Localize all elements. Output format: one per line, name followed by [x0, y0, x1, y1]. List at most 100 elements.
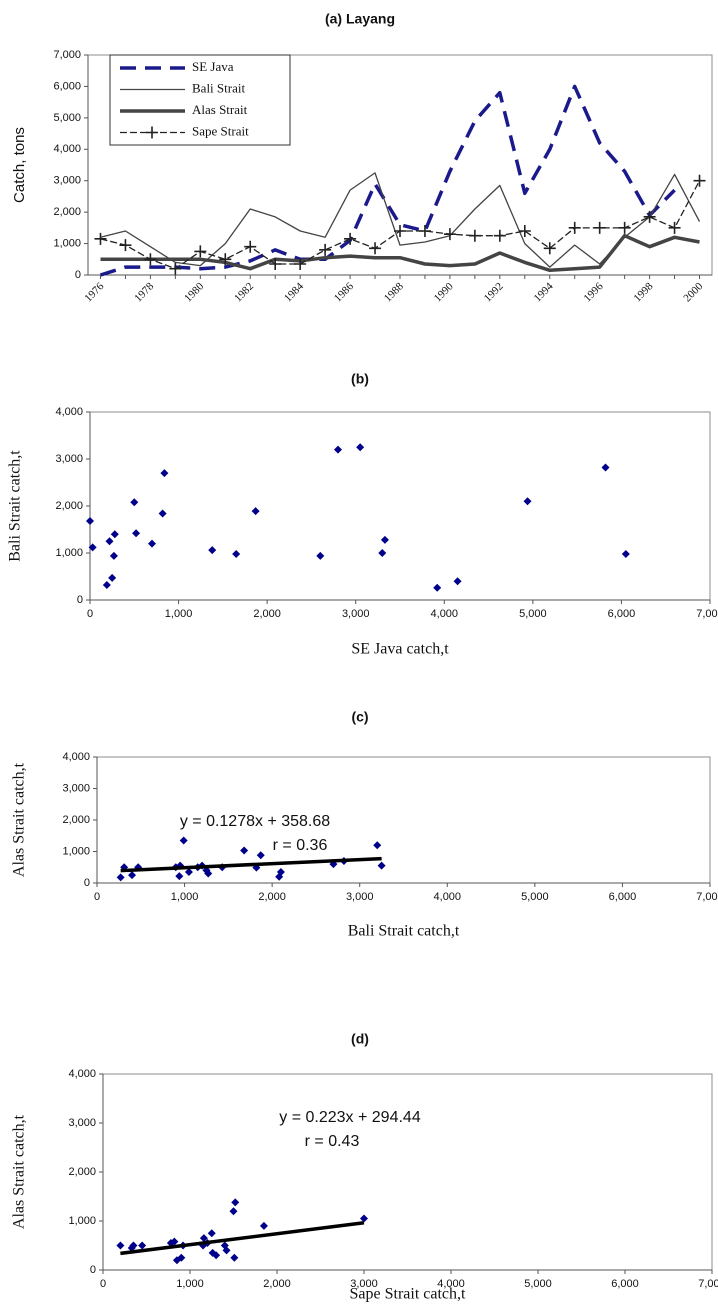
y-tick-label: 3,000	[53, 175, 81, 187]
y-tick-label: 3,000	[62, 782, 90, 794]
point-marker	[468, 229, 481, 242]
x-tick-label: 1982	[232, 280, 256, 304]
x-tick-label: 1990	[432, 280, 456, 304]
y-axis-title: Bali Strait catch,t	[7, 450, 24, 562]
legend-label: Alas Strait	[192, 102, 248, 117]
chart-title: (a) Layang	[325, 11, 395, 27]
y-tick-label: 4,000	[62, 751, 90, 763]
point-marker	[244, 240, 257, 253]
scatter-point	[377, 861, 386, 870]
y-tick-label: 4,000	[68, 1068, 96, 1080]
scatter-point	[179, 836, 188, 845]
scatter-point	[148, 539, 156, 548]
scatter-point	[170, 1237, 179, 1246]
point-marker	[593, 221, 606, 234]
y-tick-label: 0	[90, 1264, 96, 1276]
scatter-point	[433, 583, 442, 592]
x-tick-label: 1,000	[171, 891, 199, 903]
y-tick-label: 1,000	[55, 547, 83, 559]
scatter-point	[231, 1198, 240, 1207]
x-tick-label: 2000	[681, 280, 705, 304]
point-marker	[269, 258, 282, 270]
plot-border	[89, 411, 711, 601]
scatter-point	[256, 851, 265, 860]
y-tick-label: 3,000	[55, 453, 83, 465]
x-tick-label: 7,000	[696, 891, 718, 903]
scatter-point	[621, 549, 630, 558]
series-line	[100, 233, 700, 273]
chart-title: (d)	[351, 1031, 369, 1047]
x-tick-label: 5,000	[521, 891, 549, 903]
scatter-point	[212, 1251, 221, 1260]
y-tick-label: 2,000	[62, 814, 90, 826]
point-marker	[618, 221, 631, 234]
x-tick-label: 3,000	[342, 608, 370, 620]
x-tick-label: 2,000	[253, 608, 281, 620]
x-tick-label: 0	[87, 608, 93, 620]
point-marker	[219, 253, 232, 266]
y-tick-label: 6,000	[53, 80, 81, 92]
scatter-point	[116, 1241, 125, 1250]
annotation: y = 0.1278x + 358.68	[180, 813, 330, 830]
scatter-point	[251, 507, 260, 516]
x-tick-label: 1,000	[176, 1278, 204, 1290]
y-axis-title: Alas Strait catch,t	[11, 762, 28, 877]
scatter-point	[380, 535, 389, 544]
legend-label: Bali Strait	[192, 80, 245, 95]
point-marker	[194, 245, 207, 258]
scatter-point	[232, 549, 241, 558]
x-tick-label: 5,000	[524, 1278, 552, 1290]
x-tick-label: 4,000	[437, 1278, 465, 1290]
scatter-point	[138, 1241, 147, 1250]
x-tick-label: 1980	[182, 280, 206, 304]
y-tick-label: 1,000	[62, 845, 90, 857]
point-marker	[493, 229, 506, 242]
y-axis-title: Catch, tons	[11, 127, 28, 203]
trend-line	[120, 1221, 365, 1256]
x-tick-label: 1978	[132, 280, 156, 304]
point-marker	[418, 225, 431, 237]
scatter-point	[177, 1253, 186, 1262]
scatter-point	[523, 497, 532, 506]
scatter-point	[116, 873, 125, 882]
scatter-point	[158, 509, 167, 518]
scatter-point	[601, 463, 610, 472]
scatter-point	[373, 841, 382, 850]
scatter-point	[259, 1221, 268, 1230]
x-tick-label: 1998	[631, 280, 655, 304]
plot-border	[102, 1073, 713, 1271]
scatter-point	[334, 445, 342, 454]
y-tick-label: 4,000	[55, 406, 83, 418]
legend-label: SE Java	[192, 59, 234, 74]
scatter-point	[129, 1241, 138, 1250]
scatter-point	[175, 872, 184, 881]
x-tick-label: 1992	[482, 280, 506, 304]
x-tick-label: 4,000	[434, 891, 462, 903]
annotation: r = 0.43	[305, 1133, 360, 1150]
scatter-point	[453, 577, 462, 586]
x-tick-label: 2,000	[263, 1278, 291, 1290]
scatter-point	[316, 551, 325, 560]
x-tick-label: 4,000	[431, 608, 459, 620]
chart-title: (b)	[351, 371, 369, 387]
point-marker	[344, 232, 357, 245]
scatter-point	[184, 867, 193, 876]
y-tick-label: 1,000	[68, 1215, 96, 1227]
x-tick-label: 0	[94, 891, 100, 903]
scatter-point	[105, 537, 114, 546]
scatter-point	[356, 443, 365, 452]
x-tick-label: 1988	[382, 280, 406, 304]
point-marker	[668, 221, 681, 234]
y-tick-label: 2,000	[68, 1166, 96, 1178]
scatter-point	[378, 549, 387, 557]
scatter-point	[160, 469, 169, 478]
chart-title: (c)	[351, 709, 368, 725]
y-tick-label: 5,000	[53, 112, 81, 124]
y-tick-label: 1,000	[53, 237, 81, 249]
scatter-point	[108, 573, 117, 582]
scatter-point	[360, 1214, 368, 1223]
y-tick-label: 0	[84, 877, 90, 889]
point-marker	[294, 258, 307, 270]
x-tick-label: 7,000	[696, 608, 718, 620]
